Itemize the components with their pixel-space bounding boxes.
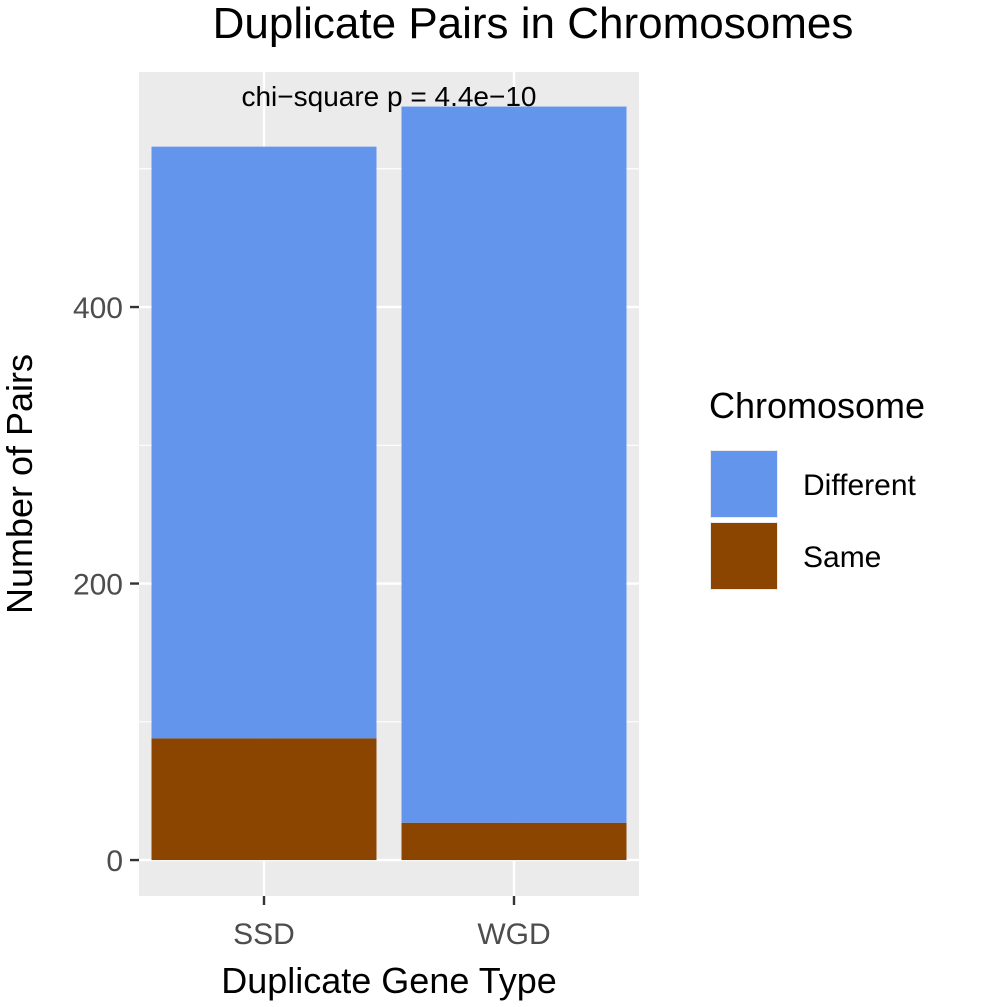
y-tick-label: 400 [73,292,123,325]
y-tick-label: 200 [73,569,123,602]
y-axis-title: Number of Pairs [0,354,40,614]
legend: Chromosome Different Same [709,385,925,590]
legend-label-same: Same [803,541,881,574]
legend-swatch-different [711,451,777,517]
bars-layer [151,106,627,861]
legend-label-different: Different [803,469,917,502]
legend-title: Chromosome [709,385,925,426]
x-tick-label: SSD [233,918,295,951]
axis-layer: 0 200 400 SSD WGD [73,292,551,951]
bar-wgd-same [401,822,627,861]
x-tick-label: WGD [477,918,550,951]
chart-title: Duplicate Pairs in Chromosomes [213,0,854,48]
y-tick-label: 0 [106,845,123,878]
bar-wgd-different [401,106,627,823]
x-axis-title: Duplicate Gene Type [221,960,557,1001]
chi-square-annotation: chi−square p = 4.4e−10 [241,81,536,112]
bar-ssd-different [151,146,377,739]
legend-swatch-same [711,523,777,589]
bar-ssd-same [151,738,377,861]
